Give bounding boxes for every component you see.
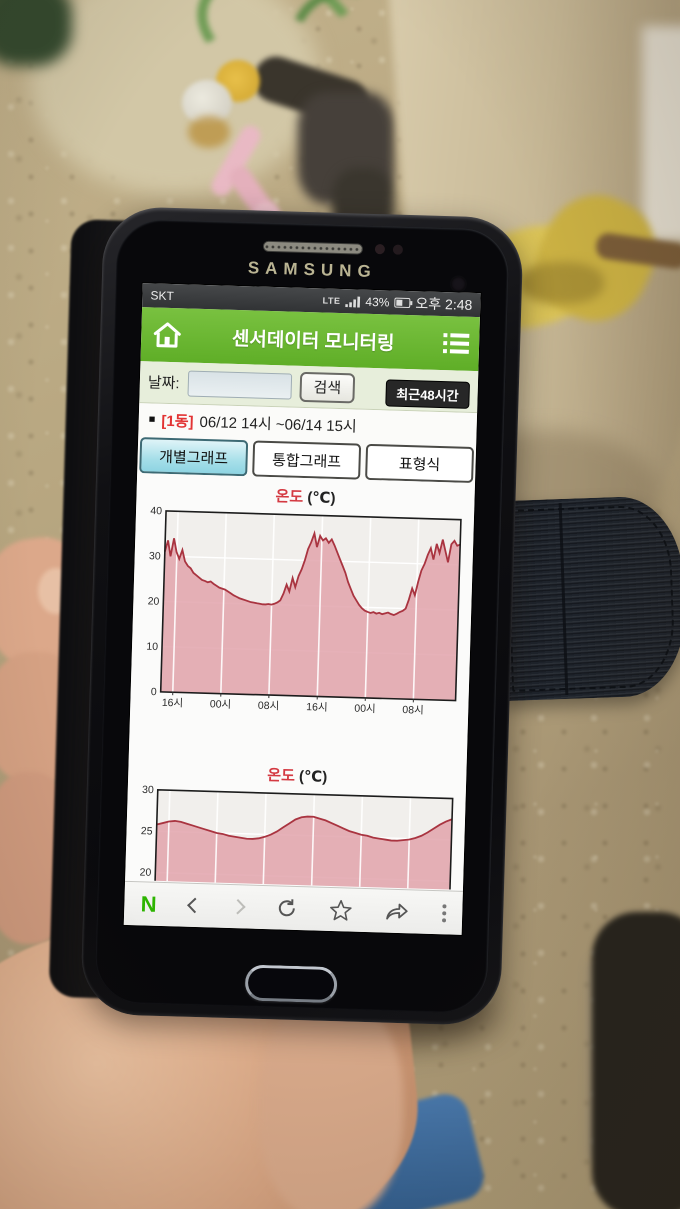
refresh-icon[interactable]: [276, 897, 298, 919]
page-title: 센서데이터 모니터링: [231, 328, 395, 355]
forward-icon[interactable]: [230, 898, 246, 915]
app-header: 센서데이터 모니터링: [140, 307, 480, 372]
home-icon[interactable]: [151, 319, 184, 350]
recent-48h-button[interactable]: 최근48시간: [384, 379, 471, 409]
svg-text:00시: 00시: [210, 698, 232, 711]
glove-fold: [520, 262, 604, 304]
svg-text:0: 0: [151, 686, 157, 698]
svg-text:30: 30: [149, 550, 161, 562]
svg-text:16시: 16시: [162, 697, 184, 710]
date-range-label: 06/12 14시 ~06/14 15시: [199, 413, 358, 436]
search-button[interactable]: 검색: [299, 371, 356, 403]
temperature-chart-1: 0 10 20 30 40 16시 00시 08시 16시 00시 08시: [146, 505, 462, 717]
svg-text:10: 10: [146, 641, 158, 653]
star-icon[interactable]: [329, 898, 353, 921]
home-button: [244, 964, 338, 1004]
battery-icon: [394, 297, 411, 309]
naver-logo[interactable]: N: [140, 890, 157, 917]
bullet-square: ■: [148, 413, 156, 426]
shoe: [592, 912, 680, 1209]
date-label: 날짜:: [147, 374, 180, 393]
amber-glass: [188, 116, 230, 148]
more-menu-icon[interactable]: [441, 903, 447, 922]
phone-screen: SKT LTE 43% 오후 2:48: [123, 283, 481, 935]
building-label: [1동]: [161, 412, 194, 431]
green-object: [0, 0, 72, 66]
phone: SAMSUNG SKT LTE 43%: [48, 205, 524, 1027]
wall-edge: [642, 26, 680, 241]
carrier-label: SKT: [150, 288, 174, 304]
svg-text:00시: 00시: [354, 703, 376, 716]
svg-text:20: 20: [147, 595, 159, 607]
svg-text:08시: 08시: [402, 704, 424, 717]
chart-area: 온도 (℃) 0 10 20 30 40 16시 00시 08시 16시 00시 08시 온도 (℃…: [125, 473, 476, 891]
svg-text:16시: 16시: [306, 701, 328, 714]
svg-text:25: 25: [141, 825, 153, 837]
tab-table-view[interactable]: 표형식: [365, 443, 475, 484]
svg-text:40: 40: [150, 505, 162, 517]
date-input[interactable]: [187, 370, 292, 400]
battery-percent: 43%: [365, 294, 390, 310]
temperature-chart-2: 20 25 30: [139, 784, 454, 890]
share-icon[interactable]: [385, 902, 410, 922]
tab-individual-graph[interactable]: 개별그래프: [139, 437, 249, 477]
thumb: [258, 995, 403, 1209]
status-bar: SKT LTE 43% 오후 2:48: [142, 283, 481, 318]
browser-toolbar: N: [123, 880, 463, 935]
phone-case: SAMSUNG SKT LTE 43%: [80, 205, 524, 1027]
svg-text:20: 20: [139, 867, 151, 879]
signal-icon: [345, 296, 361, 308]
case-strap: [496, 494, 680, 702]
svg-text:08시: 08시: [258, 700, 280, 713]
tab-combined-graph[interactable]: 통합그래프: [252, 440, 362, 480]
svg-text:30: 30: [142, 784, 154, 796]
status-time: 오후 2:48: [415, 295, 473, 313]
back-icon[interactable]: [186, 897, 203, 914]
strap-stitching: [505, 504, 677, 692]
network-type-label: LTE: [322, 295, 341, 306]
list-menu-icon[interactable]: [442, 332, 470, 355]
